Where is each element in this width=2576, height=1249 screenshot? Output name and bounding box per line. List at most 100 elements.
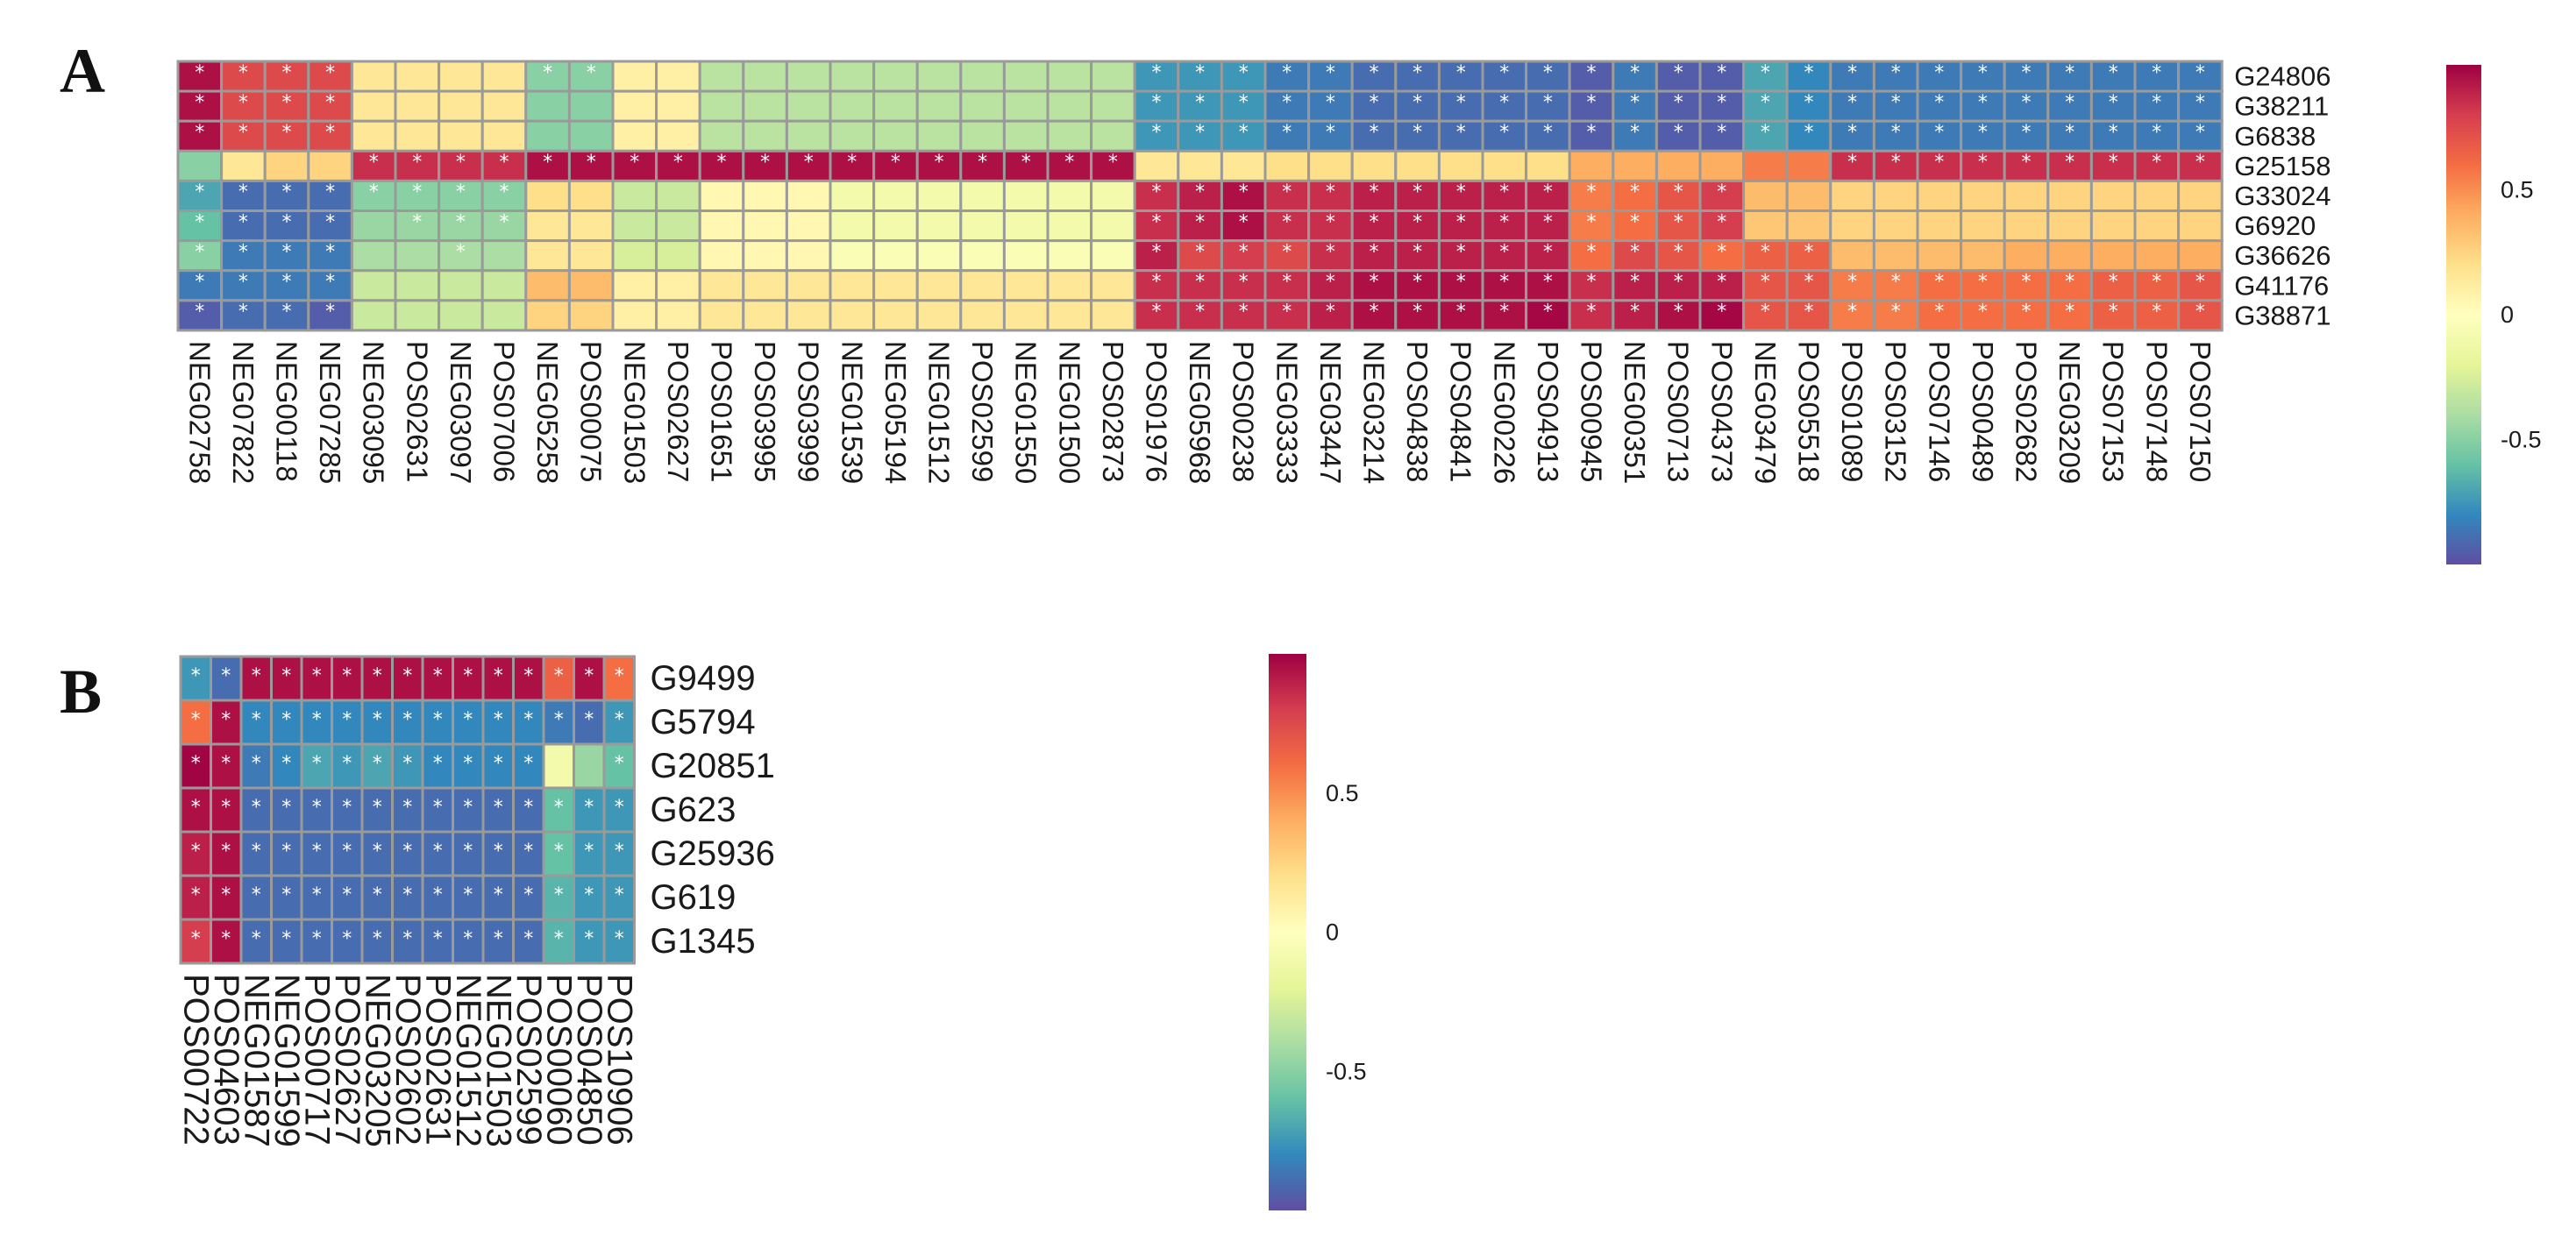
significance-marker: * bbox=[1587, 211, 1597, 233]
heatmap-cell bbox=[1525, 299, 1571, 332]
significance-marker: * bbox=[2152, 122, 2161, 144]
significance-marker: * bbox=[935, 152, 944, 174]
significance-marker: * bbox=[195, 271, 204, 293]
significance-marker: * bbox=[463, 884, 473, 906]
heatmap-cell bbox=[915, 60, 963, 93]
significance-marker: * bbox=[1456, 271, 1466, 293]
heatmap-cell bbox=[2133, 299, 2181, 332]
significance-marker: * bbox=[554, 709, 564, 731]
heatmap-cell bbox=[1220, 149, 1267, 182]
significance-marker: * bbox=[221, 709, 231, 731]
significance-marker: * bbox=[1326, 181, 1335, 203]
significance-marker: * bbox=[281, 884, 291, 906]
heatmap-cell bbox=[1046, 89, 1093, 123]
heatmap-cell bbox=[1263, 149, 1311, 182]
significance-marker: * bbox=[1717, 241, 1726, 263]
column-label: NEG03333 bbox=[1270, 341, 1303, 484]
significance-marker: * bbox=[369, 152, 379, 174]
heatmap-cell bbox=[524, 209, 571, 243]
significance-marker: * bbox=[554, 928, 564, 950]
heatmap-cell bbox=[1916, 239, 1963, 273]
significance-marker: * bbox=[584, 797, 594, 819]
heatmap-cell bbox=[959, 179, 1006, 212]
significance-marker: * bbox=[252, 884, 261, 906]
column-label: POS07150 bbox=[2184, 341, 2217, 482]
significance-marker: * bbox=[456, 181, 466, 203]
heatmap-cell bbox=[1568, 179, 1615, 212]
column-label: POS03152 bbox=[1880, 341, 1912, 482]
colorbar-tick-label: 0.5 bbox=[1326, 780, 1359, 806]
significance-marker: * bbox=[1543, 92, 1553, 114]
heatmap-cell bbox=[2003, 239, 2050, 273]
heatmap-cell bbox=[480, 119, 528, 153]
significance-marker: * bbox=[195, 302, 204, 323]
heatmap-cell bbox=[1090, 179, 1136, 212]
significance-marker: * bbox=[2022, 271, 2032, 293]
significance-marker: * bbox=[1891, 122, 1901, 144]
heatmap-cell bbox=[220, 239, 267, 273]
significance-marker: * bbox=[1326, 122, 1335, 144]
column-label: NEG01512 bbox=[923, 341, 956, 484]
heatmap-cell bbox=[2046, 179, 2093, 212]
significance-marker: * bbox=[1152, 92, 1162, 114]
heatmap-cell bbox=[1872, 239, 1919, 273]
column-label: NEG01587 bbox=[237, 974, 275, 1147]
significance-marker: * bbox=[2109, 122, 2118, 144]
significance-marker: * bbox=[523, 928, 533, 950]
column-label: POS02873 bbox=[1097, 341, 1129, 482]
heatmap-cell bbox=[394, 89, 441, 123]
significance-marker: * bbox=[1717, 92, 1726, 114]
heatmap-cell bbox=[1872, 179, 1919, 212]
column-label: POS10906 bbox=[600, 974, 638, 1146]
heatmap-cell bbox=[542, 874, 575, 921]
heatmap-cell bbox=[1263, 60, 1311, 93]
significance-marker: * bbox=[1543, 241, 1553, 263]
significance-marker: * bbox=[195, 241, 204, 263]
column-label: POS07153 bbox=[2097, 341, 2130, 482]
significance-marker: * bbox=[587, 152, 596, 174]
heatmap-cell bbox=[1002, 60, 1050, 93]
heatmap-cell bbox=[542, 699, 575, 746]
heatmap-cell bbox=[742, 209, 788, 243]
significance-marker: * bbox=[500, 211, 509, 233]
significance-marker: * bbox=[615, 753, 624, 775]
significance-marker: * bbox=[281, 797, 291, 819]
heatmap-cell bbox=[270, 742, 303, 790]
significance-marker: * bbox=[1717, 181, 1726, 203]
heatmap-cell bbox=[480, 269, 528, 302]
significance-marker: * bbox=[1370, 122, 1379, 144]
heatmap-cell bbox=[331, 786, 364, 834]
significance-marker: * bbox=[1978, 62, 1988, 84]
heatmap-cell bbox=[1046, 179, 1093, 212]
significance-marker: * bbox=[1499, 271, 1509, 293]
heatmap-cell bbox=[1698, 239, 1746, 273]
heatmap-cell bbox=[1090, 89, 1136, 123]
column-label: POS00717 bbox=[297, 974, 336, 1146]
heatmap-cell bbox=[1916, 299, 1963, 332]
significance-marker: * bbox=[195, 211, 204, 233]
heatmap-a: * * * * * * * * * * * * * * * * * * * * * * * * * * * * * * * * * * * * * * * *… bbox=[176, 60, 2331, 484]
significance-marker: * bbox=[252, 797, 261, 819]
significance-marker: * bbox=[433, 797, 443, 819]
significance-marker: * bbox=[1499, 181, 1509, 203]
significance-marker: * bbox=[282, 62, 292, 84]
heatmap-cell bbox=[1002, 299, 1050, 332]
significance-marker: * bbox=[252, 709, 261, 731]
heatmap-cell bbox=[350, 299, 397, 332]
significance-marker: * bbox=[195, 92, 204, 114]
heatmap-cell bbox=[872, 239, 919, 273]
row-label: G20851 bbox=[651, 747, 775, 785]
column-label: NEG00118 bbox=[271, 341, 303, 482]
column-label: POS00060 bbox=[539, 974, 578, 1146]
heatmap-cell bbox=[1785, 149, 1832, 182]
significance-marker: * bbox=[1282, 211, 1292, 233]
significance-marker: * bbox=[1891, 302, 1901, 323]
significance-marker: * bbox=[1804, 122, 1814, 144]
significance-marker: * bbox=[1370, 92, 1379, 114]
column-label: POS04913 bbox=[1532, 341, 1564, 482]
heatmap-cell bbox=[480, 149, 528, 182]
heatmap-cell bbox=[2177, 299, 2224, 332]
significance-marker: * bbox=[1847, 122, 1857, 144]
significance-marker: * bbox=[1456, 181, 1466, 203]
heatmap-cell bbox=[785, 239, 832, 273]
